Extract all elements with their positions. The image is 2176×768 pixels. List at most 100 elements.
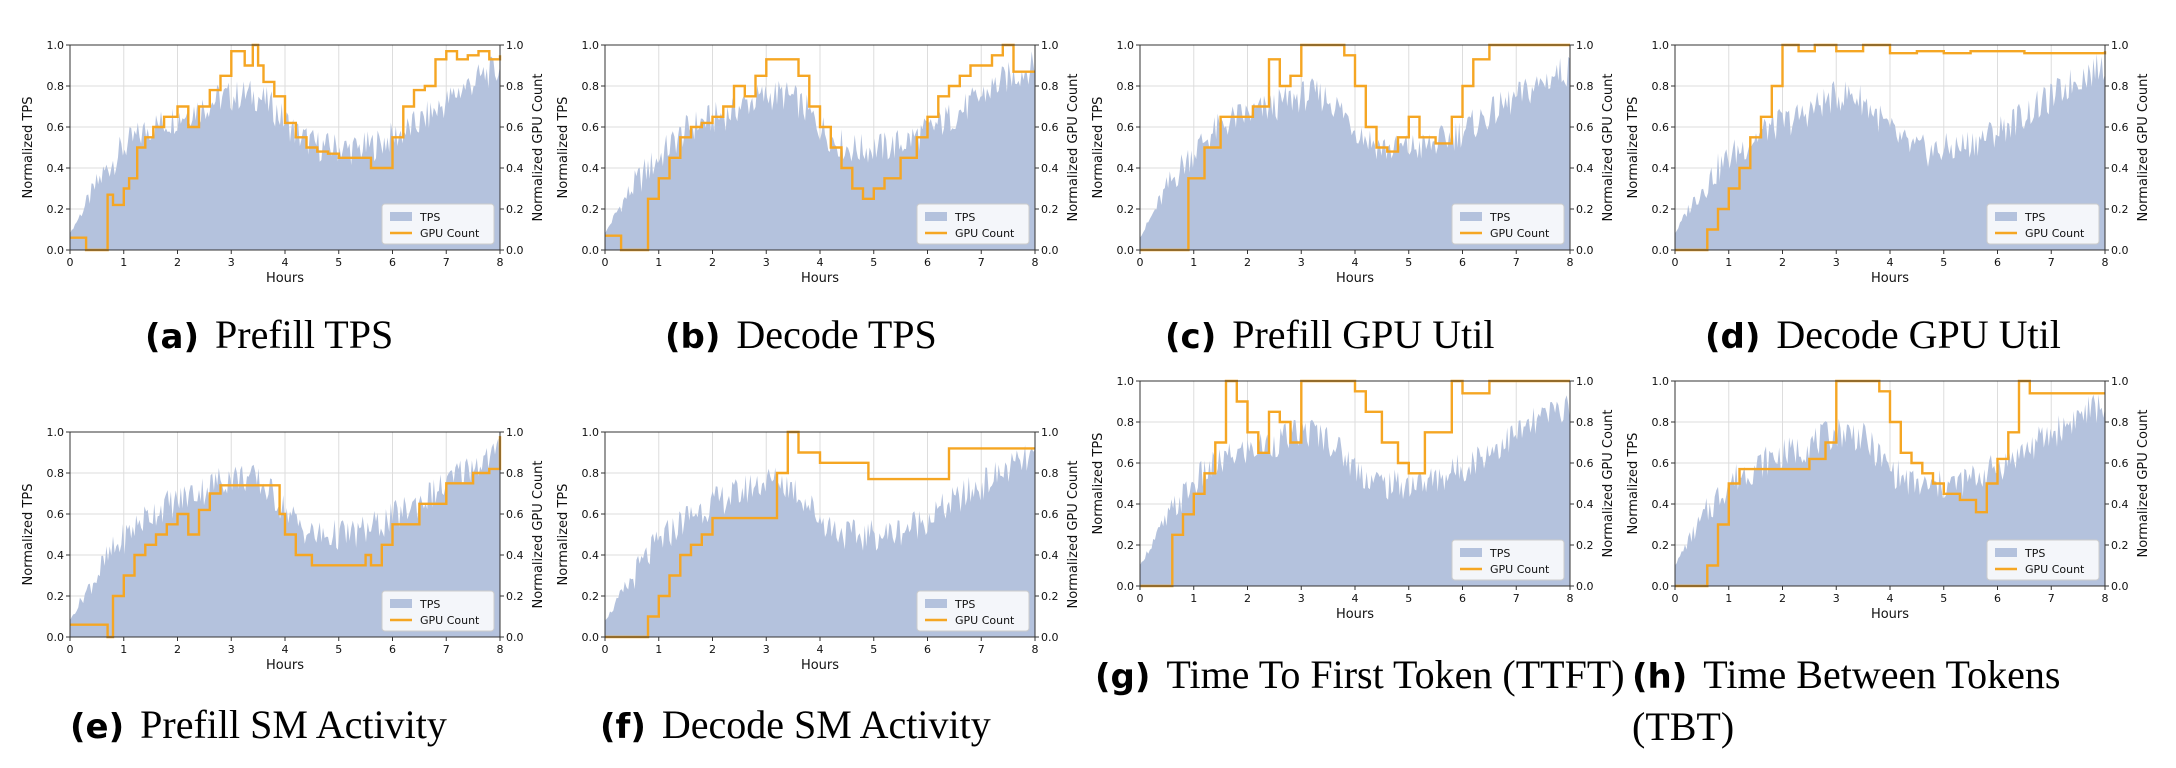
- y2-tick-label: 1.0: [1576, 39, 1594, 52]
- x-tick-label: 0: [67, 643, 74, 656]
- y2-tick-label: 0.4: [506, 549, 524, 562]
- gpu-count-step-line: [70, 43, 502, 252]
- x-tick-label: 6: [924, 256, 931, 269]
- y2-tick-label: 0.6: [1041, 508, 1059, 521]
- x-tick-label: 7: [978, 256, 985, 269]
- x-tick-label: 2: [1779, 592, 1786, 605]
- x-tick-label: 2: [709, 643, 716, 656]
- legend-tps-label: TPS: [954, 211, 975, 224]
- caption-f: (f) Decode SM Activity: [600, 700, 1060, 752]
- x-axis-label: Hours: [266, 658, 304, 673]
- legend-gpu-label: GPU Count: [2025, 227, 2085, 240]
- y-tick-label: 0.2: [582, 203, 600, 216]
- y2-tick-label: 0.2: [1576, 203, 1594, 216]
- caption-label: (b): [665, 317, 721, 357]
- x-tick-label: 6: [389, 256, 396, 269]
- chart-panel-g: 0 1 2 3 4 5 6 7 80.00.20.40.60.81.00.00.20.40.60…: [1091, 375, 1616, 622]
- y2-tick-label: 0.4: [1041, 162, 1059, 175]
- y2-tick-label: 0.4: [2111, 498, 2129, 511]
- x-tick-label: 0: [1137, 592, 1144, 605]
- x-axis-label: Hours: [1336, 271, 1374, 286]
- x-tick-label: 8: [1567, 256, 1574, 269]
- y2-tick-label: 0.8: [506, 467, 524, 480]
- tps-area-series: [70, 438, 500, 637]
- caption-text: Prefill GPU Util: [1232, 312, 1495, 357]
- x-tick-label: 3: [1298, 592, 1305, 605]
- caption-b: (b) Decode TPS: [665, 310, 1065, 362]
- y-axis-label: Normalized TPS: [1626, 97, 1641, 199]
- legend-gpu-label: GPU Count: [420, 614, 480, 627]
- y-tick-label: 0.6: [582, 508, 600, 521]
- tps-area-series: [1675, 394, 2105, 586]
- x-tick-label: 4: [1887, 592, 1894, 605]
- legend-tps-label: TPS: [2024, 211, 2045, 224]
- y2-tick-label: 0.6: [1576, 121, 1594, 134]
- x-tick-label: 7: [2048, 256, 2055, 269]
- caption-text: Decode TPS: [736, 312, 937, 357]
- x-tick-label: 1: [1190, 592, 1197, 605]
- y2-tick-label: 0.6: [506, 121, 524, 134]
- y-tick-label: 0.6: [47, 508, 65, 521]
- x-tick-label: 1: [1725, 256, 1732, 269]
- y2-tick-label: 0.8: [1041, 467, 1059, 480]
- legend-tps-swatch: [390, 599, 412, 608]
- caption-label: (f): [600, 707, 646, 747]
- tps-area-series: [1675, 53, 2105, 250]
- legend-gpu-label: GPU Count: [955, 227, 1015, 240]
- caption-text: Prefill SM Activity: [140, 702, 447, 747]
- gpu-count-step-line: [70, 436, 502, 639]
- y2-tick-label: 0.0: [506, 244, 524, 257]
- caption-text: Decode GPU Util: [1776, 312, 2061, 357]
- x-tick-label: 2: [1244, 592, 1251, 605]
- x-tick-label: 8: [497, 643, 504, 656]
- gpu-count-step-line: [1675, 379, 2105, 588]
- y-axis-label: Normalized TPS: [1091, 97, 1106, 199]
- x-tick-label: 0: [67, 256, 74, 269]
- legend: TPS GPU Count: [1986, 203, 2100, 245]
- x-tick-label: 4: [1887, 256, 1894, 269]
- legend-tps-label: TPS: [1489, 547, 1510, 560]
- caption-label: (c): [1165, 317, 1217, 357]
- x-tick-label: 4: [817, 643, 824, 656]
- y-tick-label: 0.8: [1117, 80, 1135, 93]
- gpu-count-step-line: [1140, 379, 1570, 588]
- x-tick-label: 6: [389, 643, 396, 656]
- y-tick-label: 1.0: [582, 39, 600, 52]
- y2-tick-label: 1.0: [506, 426, 524, 439]
- x-tick-label: 2: [1779, 256, 1786, 269]
- y-tick-label: 0.0: [582, 244, 600, 257]
- x-tick-label: 6: [1994, 256, 2001, 269]
- x-tick-label: 7: [443, 256, 450, 269]
- x-tick-label: 0: [1137, 256, 1144, 269]
- y2-tick-label: 0.8: [1041, 80, 1059, 93]
- y2-tick-label: 0.0: [2111, 580, 2129, 593]
- x-axis-label: Hours: [1871, 607, 1909, 622]
- caption-label: (h): [1632, 657, 1688, 697]
- y-tick-label: 0.4: [1117, 498, 1135, 511]
- y2-tick-label: 0.8: [2111, 80, 2129, 93]
- y-tick-label: 0.0: [1652, 244, 1670, 257]
- y-axis-label: Normalized TPS: [556, 97, 571, 199]
- y2-tick-label: 0.4: [1576, 498, 1594, 511]
- y2-tick-label: 0.0: [2111, 244, 2129, 257]
- legend-gpu-label: GPU Count: [1490, 227, 1550, 240]
- caption-h: (h) Time Between Tokens (TBT): [1632, 650, 2162, 752]
- y2-tick-label: 0.0: [506, 631, 524, 644]
- y-tick-label: 0.6: [47, 121, 65, 134]
- x-axis-label: Hours: [266, 271, 304, 286]
- y-tick-label: 0.8: [47, 467, 65, 480]
- y2-tick-label: 0.6: [1041, 121, 1059, 134]
- legend-gpu-label: GPU Count: [2025, 563, 2085, 576]
- x-tick-label: 8: [1567, 592, 1574, 605]
- x-tick-label: 0: [1672, 256, 1679, 269]
- caption-text: Decode SM Activity: [661, 702, 991, 747]
- caption-c: (c) Prefill GPU Util: [1165, 310, 1565, 362]
- legend: TPS GPU Count: [1986, 539, 2100, 581]
- legend-gpu-label: GPU Count: [420, 227, 480, 240]
- legend-tps-label: TPS: [419, 211, 440, 224]
- y2-tick-label: 0.8: [2111, 416, 2129, 429]
- y2-axis-label: Normalized GPU Count: [2136, 73, 2151, 221]
- x-tick-label: 1: [1190, 256, 1197, 269]
- x-tick-label: 5: [335, 256, 342, 269]
- x-tick-label: 5: [1405, 256, 1412, 269]
